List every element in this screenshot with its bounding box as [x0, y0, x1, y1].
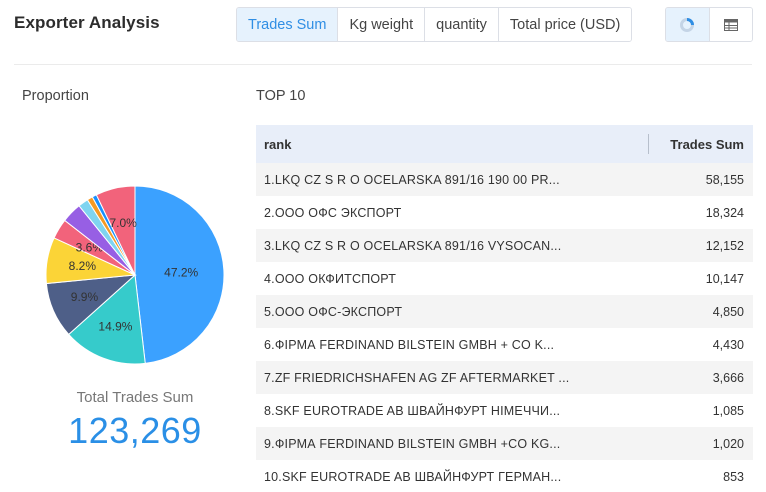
table-row: 1.LKQ CZ S R O OCELARSKA 891/16 190 00 P… — [256, 163, 753, 196]
value-cell: 1,020 — [649, 427, 753, 460]
value-cell: 18,324 — [649, 196, 753, 229]
total-label: Total Trades Sum — [76, 389, 194, 406]
table-icon — [723, 18, 738, 31]
tab-quantity[interactable]: quantity — [424, 8, 498, 41]
top10-table: rank Trades Sum 1.LKQ CZ S R O OCELARSKA… — [256, 125, 753, 492]
page-title: Exporter Analysis — [14, 13, 160, 32]
pie-view-button[interactable] — [666, 8, 709, 41]
table-view-button[interactable] — [708, 8, 752, 41]
metric-tabs: Trades Sum Kg weight quantity Total pric… — [236, 7, 633, 42]
table-row: 10.SKF EUROTRADE AB ШВАЙНФУРТ ГЕРМАН... 8… — [256, 460, 753, 492]
rank-cell: 5.ООО ОФС-ЭКСПОРТ — [256, 295, 650, 328]
table-header-row: rank Trades Sum — [256, 125, 753, 163]
rank-cell: 1.LKQ CZ S R O OCELARSKA 891/16 190 00 P… — [256, 163, 650, 196]
tab-kg-weight[interactable]: Kg weight — [337, 8, 425, 41]
table-row: 3.LKQ CZ S R O OCELARSKA 891/16 VYSOCAN.… — [256, 229, 753, 262]
rank-cell: 9.ФІРМА FERDINAND BILSTEIN GMBH +CO KG..… — [256, 427, 650, 460]
value-cell: 12,152 — [649, 229, 753, 262]
pie-slice[interactable] — [134, 185, 225, 364]
pie-slice[interactable] — [95, 185, 136, 276]
proportion-pie-chart: 47.2%14.9%9.9%8.2%3.6%7.0% — [45, 185, 225, 365]
view-toggle — [665, 7, 753, 42]
table-row: 6.ФІРМА FERDINAND BILSTEIN GMBH + CO K..… — [256, 328, 753, 361]
table-row: 9.ФІРМА FERDINAND BILSTEIN GMBH +CO KG..… — [256, 427, 753, 460]
value-cell: 4,850 — [649, 295, 753, 328]
value-cell: 1,085 — [649, 394, 753, 427]
rank-cell: 2.ООО ОФС ЭКСПОРТ — [256, 196, 650, 229]
pie-slice-label: 9.9% — [71, 290, 99, 304]
table-row: 5.ООО ОФС-ЭКСПОРТ 4,850 — [256, 295, 753, 328]
value-cell: 10,147 — [649, 262, 753, 295]
total-value: 123,269 — [68, 410, 202, 451]
value-cell: 853 — [649, 460, 753, 492]
pie-slice-label: 7.0% — [109, 216, 137, 230]
table-row: 2.ООО ОФС ЭКСПОРТ 18,324 — [256, 196, 753, 229]
rank-column-header[interactable]: rank — [256, 125, 650, 163]
pie-slice-label: 14.9% — [98, 320, 132, 334]
value-cell: 4,430 — [649, 328, 753, 361]
rank-cell: 4.ООО ОКФИТСПОРТ — [256, 262, 650, 295]
pie-slice-label: 8.2% — [69, 259, 97, 273]
table-row: 4.ООО ОКФИТСПОРТ 10,147 — [256, 262, 753, 295]
value-cell: 3,666 — [649, 361, 753, 394]
rank-cell: 8.SKF EUROTRADE AB ШВАЙНФУРТ НІМЕЧЧИ... — [256, 394, 650, 427]
rank-cell: 3.LKQ CZ S R O OCELARSKA 891/16 VYSOCAN.… — [256, 229, 650, 262]
top10-label: TOP 10 — [256, 88, 306, 104]
pie-slice[interactable] — [68, 273, 146, 365]
rank-cell: 6.ФІРМА FERDINAND BILSTEIN GMBH + CO K..… — [256, 328, 650, 361]
value-cell: 58,155 — [649, 163, 753, 196]
header-divider — [14, 64, 752, 65]
table-row: 8.SKF EUROTRADE AB ШВАЙНФУРТ НІМЕЧЧИ... 1… — [256, 394, 753, 427]
rank-cell: 10.SKF EUROTRADE AB ШВАЙНФУРТ ГЕРМАН... — [256, 460, 650, 492]
table-row: 7.ZF FRIEDRICHSHAFEN AG ZF AFTERMARKET .… — [256, 361, 753, 394]
trades-sum-column-header[interactable]: Trades Sum — [649, 125, 753, 163]
proportion-label: Proportion — [22, 88, 89, 104]
pie-slice-label: 47.2% — [164, 265, 198, 279]
rank-cell: 7.ZF FRIEDRICHSHAFEN AG ZF AFTERMARKET .… — [256, 361, 650, 394]
tab-total-price[interactable]: Total price (USD) — [497, 8, 632, 41]
tab-trades-sum[interactable]: Trades Sum — [237, 8, 338, 41]
pie-chart-icon — [680, 17, 695, 32]
